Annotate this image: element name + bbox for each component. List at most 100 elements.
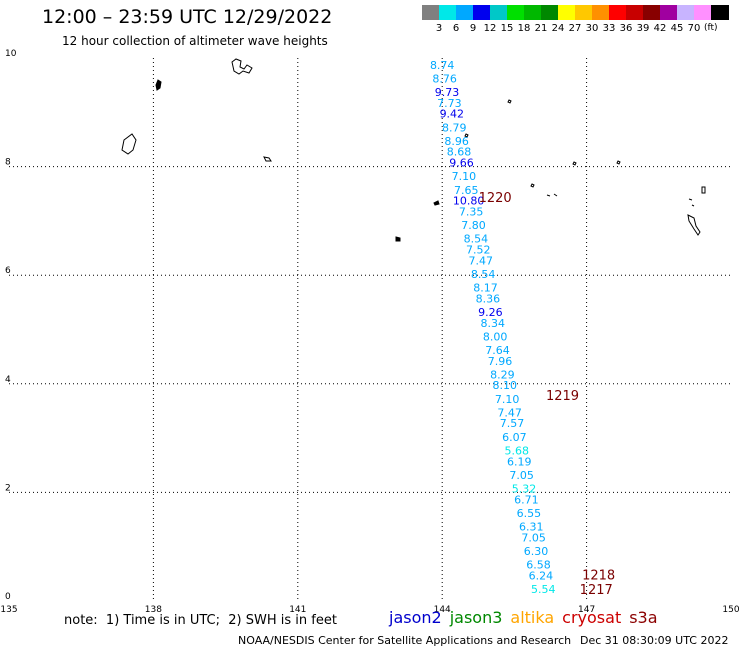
- lat-tick-label: 0: [5, 592, 11, 602]
- wave-height-label: 7.52: [466, 243, 491, 256]
- wave-height-label: 7.73: [437, 97, 462, 110]
- scale-label: 18: [517, 23, 531, 34]
- scale-swatch: [643, 5, 661, 20]
- wave-height-label: 6.71: [514, 493, 539, 506]
- map-subtitle: 12 hour collection of altimeter wave hei…: [62, 34, 328, 48]
- scale-label: 12: [483, 23, 497, 34]
- wave-height-label: 7.64: [485, 344, 510, 357]
- lat-tick-label: 6: [5, 266, 11, 276]
- pass-label: 1217: [580, 583, 613, 598]
- scale-label: 21: [534, 23, 548, 34]
- wave-height-label: 8.54: [471, 268, 496, 281]
- scale-label: 27: [568, 23, 582, 34]
- island-outline: [616, 160, 621, 165]
- scale-swatch: [592, 5, 610, 20]
- wave-height-label: 7.80: [461, 219, 486, 232]
- legend-entry: altika: [510, 608, 555, 627]
- pass-label: 1218: [582, 568, 615, 583]
- scale-swatch: [677, 5, 695, 20]
- scale-swatch: [660, 5, 678, 20]
- wave-height-label: 7.47: [497, 406, 522, 419]
- wave-height-label: 8.17: [473, 281, 498, 294]
- wave-height-label: 8.29: [490, 368, 515, 381]
- scale-label: 15: [500, 23, 514, 34]
- wave-height-label: 7.47: [468, 254, 493, 267]
- wave-height-label: 9.73: [435, 86, 460, 99]
- axis-labels: 135 138 141 144 147 150 10 8 6 4 2 0: [0, 49, 739, 615]
- island-outline: [530, 183, 535, 188]
- legend-entry: cryosat: [562, 608, 622, 627]
- island-outline: [687, 214, 701, 236]
- island-outline: [121, 133, 137, 155]
- scale-swatch: [575, 5, 593, 20]
- island-outline: [395, 236, 401, 242]
- lat-tick-label: 2: [5, 483, 11, 493]
- scale-swatch: [541, 5, 559, 20]
- pass-label: 1220: [479, 191, 512, 206]
- scale-label: 39: [636, 23, 650, 34]
- scale-swatch: [439, 5, 457, 20]
- map-title: 12:00 – 23:59 UTC 12/29/2022: [42, 6, 333, 28]
- wave-height-label: 8.68: [447, 146, 472, 159]
- scale-swatch: [711, 5, 729, 20]
- scale-swatch: [558, 5, 576, 20]
- satellite-legend: jason2 jason3 altika cryosat s3a: [389, 608, 666, 627]
- scale-swatch: [473, 5, 491, 20]
- scale-swatch: [507, 5, 525, 20]
- wave-height-label: 8.96: [444, 135, 469, 148]
- land-features: [121, 58, 706, 242]
- scale-label: 6: [452, 23, 460, 34]
- wave-height-label: 6.24: [529, 569, 554, 582]
- island-outline: [572, 161, 577, 166]
- wave-height-label: 5.32: [512, 482, 537, 495]
- wave-height-label: 9.66: [449, 157, 474, 170]
- scale-unit: (ft): [704, 23, 718, 33]
- wave-height-label: 7.35: [459, 205, 484, 218]
- wave-height-label: 7.05: [509, 469, 534, 482]
- wave-height-label: 7.10: [495, 393, 520, 406]
- wave-height-label: 8.34: [480, 317, 505, 330]
- legend-entry: jason3: [449, 608, 503, 627]
- legend-entry: jason2: [389, 608, 442, 627]
- island-outline: [155, 79, 162, 91]
- lon-tick-label: 141: [289, 605, 306, 615]
- wave-height-label: 8.54: [464, 233, 489, 246]
- scale-swatch: [490, 5, 508, 20]
- island-outline: [231, 58, 253, 75]
- island-outline: [688, 198, 695, 207]
- wave-height-labels: 8.748.769.737.739.428.798.968.689.667.10…: [430, 59, 556, 596]
- wave-height-label: 8.36: [476, 292, 501, 305]
- scale-swatch: [609, 5, 627, 20]
- wave-height-label: 6.07: [502, 431, 527, 444]
- wave-height-label: 8.10: [493, 379, 518, 392]
- scale-label: 36: [619, 23, 633, 34]
- wave-height-label: 7.10: [452, 170, 477, 183]
- scale-label: 45: [670, 23, 684, 34]
- scale-label: 70: [687, 23, 701, 34]
- island-outline: [507, 99, 512, 104]
- scale-swatch: [422, 5, 440, 20]
- pass-label: 1219: [546, 389, 579, 404]
- scale-label: 42: [653, 23, 667, 34]
- lat-tick-label: 10: [5, 49, 17, 59]
- scale-label: 3: [435, 23, 443, 34]
- lon-tick-label: 147: [578, 605, 595, 615]
- wave-height-label: 8.79: [442, 121, 467, 134]
- wave-height-label: 6.19: [507, 455, 532, 468]
- lon-tick-label: 135: [0, 605, 17, 615]
- wave-height-label: 8.00: [483, 330, 508, 343]
- wave-height-label: 6.58: [526, 558, 551, 571]
- island-outline: [263, 156, 272, 162]
- wave-height-label: 9.26: [478, 306, 503, 319]
- wave-height-label: 7.96: [488, 355, 513, 368]
- grid-lines: [9, 58, 731, 601]
- wave-height-label: 6.30: [524, 545, 549, 558]
- scale-swatch: [626, 5, 644, 20]
- scale-label: 9: [469, 23, 477, 34]
- lon-tick-label: 150: [722, 605, 739, 615]
- lon-tick-label: 144: [434, 605, 451, 615]
- legend-entry: s3a: [629, 608, 658, 627]
- generation-timestamp: Dec 31 08:30:09 UTC 2022: [580, 634, 729, 647]
